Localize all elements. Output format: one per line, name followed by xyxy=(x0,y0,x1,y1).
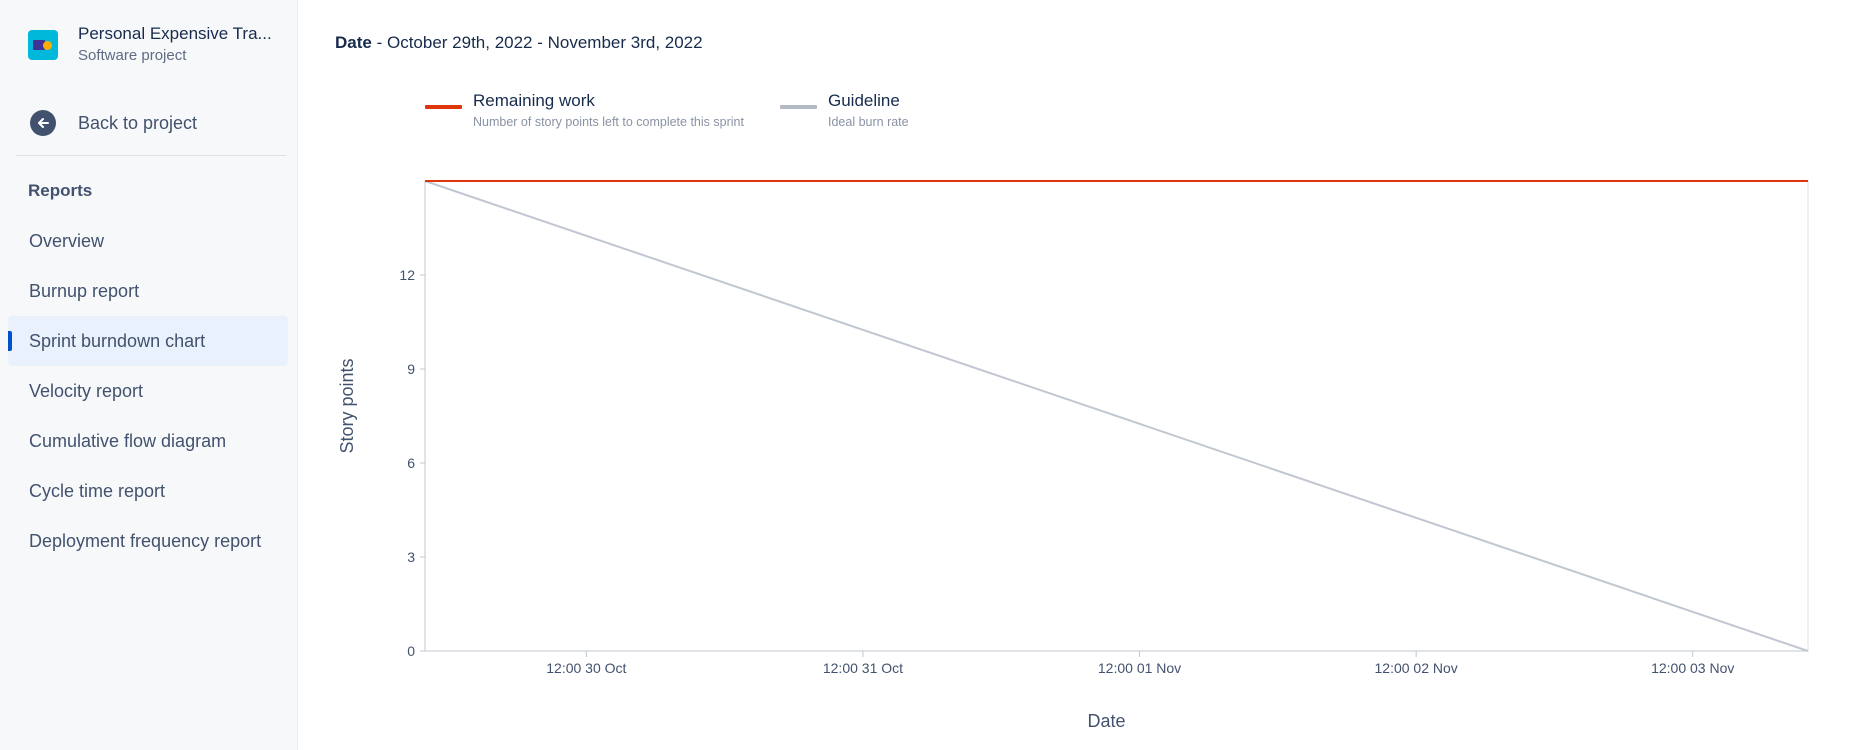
sidebar-item-cumulative-flow-diagram[interactable]: Cumulative flow diagram xyxy=(8,416,288,466)
sidebar-item-label: Overview xyxy=(29,230,105,251)
burndown-chart: 0 3 6 9 12 12:00 30 Oct 12:00 31 Oct 12:00 01 N… xyxy=(337,180,1809,731)
legend-title: Remaining work xyxy=(473,91,595,110)
sidebar-item-velocity-report[interactable]: Velocity report xyxy=(8,366,288,416)
sidebar-item-label: Cycle time report xyxy=(29,480,166,501)
sidebar: Personal Expensive Tra... Software proje… xyxy=(0,0,298,750)
y-tick-label: 3 xyxy=(407,549,415,565)
date-label: Date xyxy=(335,33,372,52)
legend-swatch-guideline xyxy=(780,105,817,109)
project-name: Personal Expensive Tra... xyxy=(78,24,272,43)
legend-swatch-remaining-work xyxy=(425,105,462,109)
legend-guideline[interactable]: Guideline Ideal burn rate xyxy=(780,90,909,129)
y-tick-label: 6 xyxy=(407,455,415,471)
sidebar-item-label: Burnup report xyxy=(29,280,140,301)
x-tick-label: 12:00 02 Nov xyxy=(1375,660,1458,676)
back-to-project-link[interactable]: Back to project xyxy=(30,110,197,136)
sidebar-item-sprint-burndown-chart[interactable]: Sprint burndown chart xyxy=(8,316,288,366)
sidebar-item-deployment-frequency-report[interactable]: Deployment frequency report xyxy=(8,516,288,566)
legend-description: Ideal burn rate xyxy=(828,115,909,129)
reports-section-title: Reports xyxy=(28,181,93,200)
x-tick-label: 12:00 01 Nov xyxy=(1098,660,1181,676)
back-to-project-label: Back to project xyxy=(78,112,198,133)
sidebar-item-burnup-report[interactable]: Burnup report xyxy=(8,266,288,316)
arrow-left-circle-icon xyxy=(30,110,56,136)
x-tick-label: 12:00 30 Oct xyxy=(546,660,626,676)
active-indicator xyxy=(8,331,12,351)
x-tick-label: 12:00 31 Oct xyxy=(823,660,903,676)
project-type: Software project xyxy=(78,47,187,64)
date-range: Date - October 29th, 2022 - November 3rd… xyxy=(335,33,703,53)
y-tick-label: 0 xyxy=(407,643,415,659)
y-tick-label: 12 xyxy=(399,267,415,283)
sidebar-item-label: Cumulative flow diagram xyxy=(29,430,227,451)
project-header[interactable]: Personal Expensive Tra... Software proje… xyxy=(28,24,278,65)
project-avatar-icon xyxy=(28,29,58,60)
sidebar-item-cycle-time-report[interactable]: Cycle time report xyxy=(8,466,288,516)
x-tick-label: 12:00 03 Nov xyxy=(1651,660,1734,676)
legend-title: Guideline xyxy=(828,91,900,110)
y-axis-title: Story points xyxy=(337,358,357,453)
legend-remaining-work[interactable]: Remaining work Number of story points le… xyxy=(425,90,744,129)
report-main: Date - October 29th, 2022 - November 3rd… xyxy=(299,0,1850,750)
sidebar-item-label: Sprint burndown chart xyxy=(29,330,206,351)
reports-nav: Overview Burnup report Sprint burndown c… xyxy=(8,216,288,566)
date-range-value: - October 29th, 2022 - November 3rd, 202… xyxy=(371,33,703,52)
sidebar-divider xyxy=(16,155,286,156)
series-line-guideline xyxy=(424,180,1809,652)
sidebar-item-overview[interactable]: Overview xyxy=(8,216,288,266)
sidebar-item-label: Velocity report xyxy=(29,380,144,401)
legend-description: Number of story points left to complete … xyxy=(473,115,744,129)
x-axis-title: Date xyxy=(1087,711,1125,731)
sidebar-item-label: Deployment frequency report xyxy=(29,530,262,551)
y-tick-label: 9 xyxy=(407,361,415,377)
